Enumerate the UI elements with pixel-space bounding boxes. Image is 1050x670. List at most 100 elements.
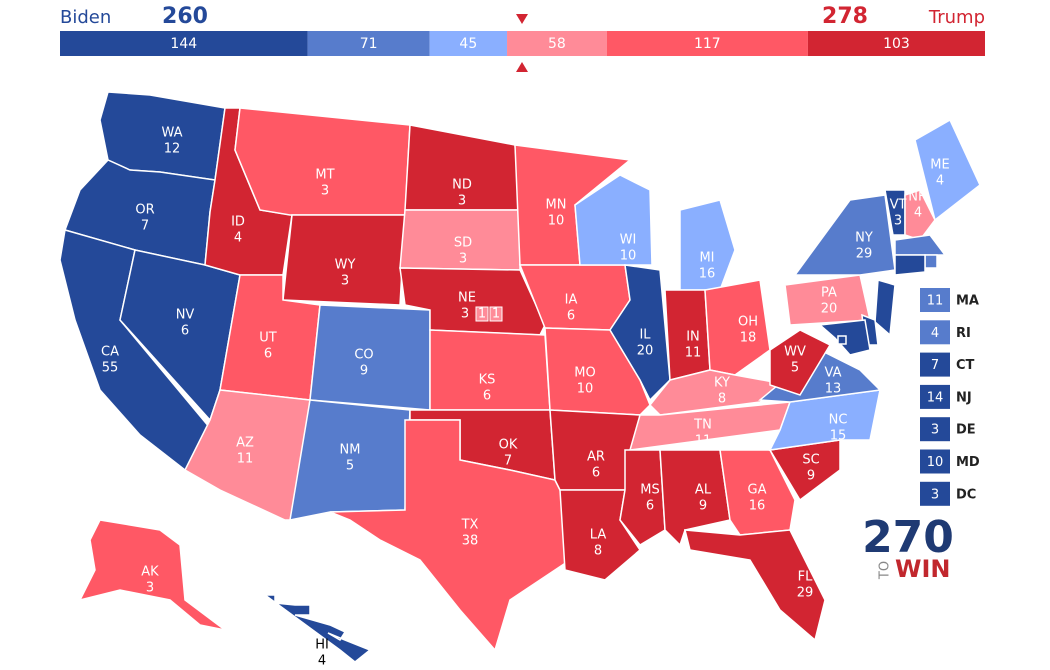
state — [679, 199, 736, 291]
state-votes: 5 — [791, 361, 799, 376]
state-votes: 10 — [548, 214, 565, 229]
state-label: OR — [135, 203, 154, 218]
state-label: IN — [686, 330, 700, 345]
segment-label: 103 — [883, 36, 910, 52]
state-votes: 10 — [620, 249, 637, 264]
legend-box — [920, 449, 950, 474]
district-box — [475, 306, 489, 322]
state-votes: 13 — [825, 382, 842, 397]
legend-votes: 7 — [931, 358, 939, 373]
state-votes: 4 — [234, 231, 242, 246]
state-label: NY — [855, 231, 873, 246]
segment-label: 117 — [694, 36, 721, 52]
state-votes: 12 — [164, 142, 181, 157]
legend-box — [920, 481, 950, 506]
state — [609, 264, 671, 402]
state-label: MO — [574, 366, 595, 381]
state-votes: 11 — [685, 346, 702, 361]
state-label: WV — [784, 345, 806, 360]
state-label: MS — [640, 483, 659, 498]
legend-state: NJ — [956, 390, 972, 405]
district-votes: 1 — [492, 307, 500, 322]
state-votes: 7 — [141, 219, 149, 234]
state-label: ND — [452, 178, 472, 193]
left-total: 260 — [162, 4, 208, 29]
state-votes: 11 — [695, 434, 712, 449]
state-label: AL — [695, 483, 712, 498]
legend-state: MA — [956, 294, 979, 309]
state-votes: 3 — [146, 581, 154, 596]
bar-segment — [606, 31, 808, 56]
state — [837, 335, 847, 345]
state-label: OK — [499, 438, 518, 453]
state-label: NE — [458, 291, 476, 306]
state-votes: 6 — [483, 389, 491, 404]
state-label: GA — [748, 483, 767, 498]
state-votes: 4 — [318, 654, 326, 669]
legend-votes: 14 — [927, 390, 944, 405]
legend-votes: 11 — [927, 294, 944, 309]
legend-box — [920, 417, 950, 442]
state-votes: 6 — [592, 466, 600, 481]
state-votes: 29 — [856, 247, 873, 262]
state-label: WY — [335, 258, 356, 273]
legend-box — [920, 384, 950, 409]
state — [894, 234, 947, 256]
state-votes: 15 — [830, 429, 847, 444]
state-votes: 7 — [504, 454, 512, 469]
state-label: NC — [829, 413, 848, 428]
state-label: KY — [714, 376, 730, 391]
state-votes: 3 — [459, 252, 467, 267]
state-votes: 3 — [894, 214, 902, 229]
district-votes: 1 — [478, 307, 486, 322]
state-label: MN — [546, 198, 567, 213]
state-label: CO — [354, 348, 373, 363]
state — [329, 419, 571, 652]
state-votes: 16 — [699, 267, 716, 282]
legend-votes: 10 — [927, 455, 944, 470]
state-votes: 3 — [321, 184, 329, 199]
state-label: VA — [825, 366, 842, 381]
state-votes: 9 — [807, 469, 815, 484]
legend-state: DE — [956, 423, 976, 438]
legend-state: CT — [956, 358, 975, 373]
legend-votes: 3 — [931, 423, 939, 438]
legend-box — [920, 320, 950, 345]
state-votes: 20 — [821, 302, 838, 317]
logo-win: WIN — [895, 555, 951, 583]
state-votes: 9 — [699, 499, 707, 514]
state-label: ME — [930, 158, 949, 173]
state-label: VT — [890, 198, 907, 213]
logo-number: 270 — [862, 512, 954, 563]
state — [262, 594, 372, 663]
bar-segment — [60, 31, 308, 56]
state-votes: 5 — [346, 459, 354, 474]
state-votes: 8 — [594, 544, 602, 559]
segment-label: 58 — [548, 36, 566, 52]
state — [793, 194, 896, 276]
state — [282, 214, 406, 306]
state-label: MI — [699, 251, 714, 266]
state-label: ID — [231, 215, 245, 230]
right-candidate: Trump — [928, 7, 985, 28]
bar-segment — [307, 31, 430, 56]
state — [574, 174, 653, 266]
state-votes: 6 — [646, 499, 654, 514]
state-label: KS — [479, 373, 496, 388]
state-votes: 6 — [567, 309, 575, 324]
state-votes: 3 — [461, 307, 469, 322]
state-label: CA — [101, 345, 119, 360]
logo: 270 TO WIN — [862, 512, 954, 583]
logo-to: TO — [878, 561, 893, 580]
state-votes: 10 — [577, 382, 594, 397]
threshold-marker — [516, 14, 528, 24]
bar-segment — [507, 31, 607, 56]
state-label: HI — [315, 638, 329, 653]
state-label: LA — [590, 528, 607, 543]
state-label: NM — [340, 443, 361, 458]
threshold-marker — [516, 62, 528, 72]
state-votes: 3 — [341, 274, 349, 289]
state-votes: 3 — [458, 194, 466, 209]
state-label: TX — [461, 518, 479, 533]
left-candidate: Biden — [60, 7, 111, 28]
